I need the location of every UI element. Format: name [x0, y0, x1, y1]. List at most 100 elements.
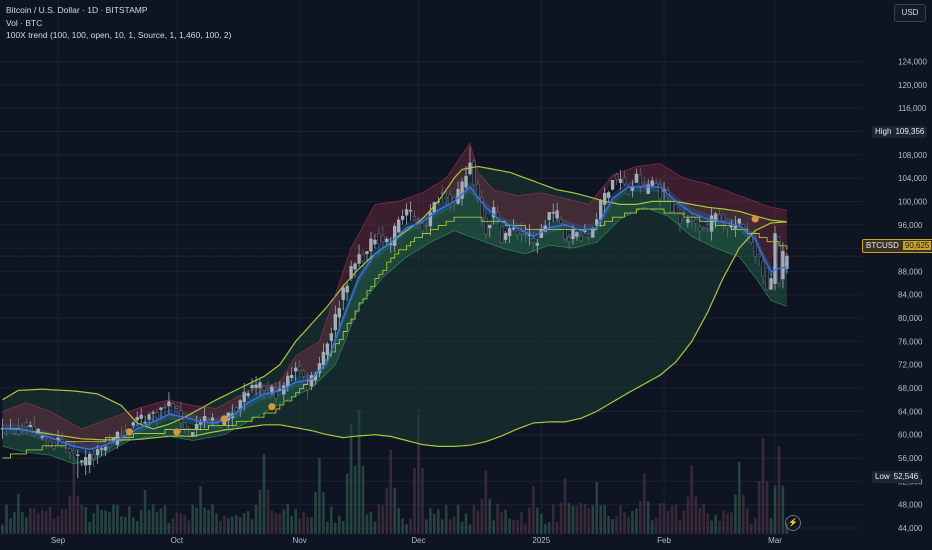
candle[interactable] [24, 418, 28, 434]
symbol-title[interactable]: Bitcoin / U.S. Dollar · 1D · BITSTAMP [6, 5, 148, 15]
candle[interactable] [602, 187, 607, 215]
candle[interactable] [369, 231, 373, 258]
candle[interactable] [559, 215, 563, 225]
candle[interactable] [28, 421, 32, 428]
candle[interactable] [250, 378, 254, 394]
signal-dot[interactable] [173, 428, 181, 436]
candle[interactable] [289, 367, 294, 381]
candle[interactable] [365, 251, 369, 262]
candle[interactable] [650, 176, 654, 188]
candle[interactable] [567, 232, 571, 250]
candle[interactable] [412, 210, 417, 221]
candle[interactable] [618, 169, 623, 190]
candle[interactable] [551, 203, 555, 223]
candle[interactable] [72, 441, 76, 463]
candle[interactable] [420, 221, 425, 234]
candle[interactable] [781, 242, 785, 289]
candle[interactable] [507, 226, 512, 244]
candle[interactable] [381, 226, 385, 248]
candle[interactable] [491, 200, 496, 225]
candle[interactable] [274, 381, 278, 406]
candle[interactable] [769, 272, 773, 291]
candle[interactable] [622, 170, 627, 186]
candle[interactable] [610, 180, 615, 191]
candle[interactable] [634, 168, 639, 183]
candle[interactable] [329, 327, 333, 349]
candle[interactable] [167, 392, 171, 415]
candle[interactable] [159, 406, 163, 420]
candle[interactable] [12, 432, 17, 435]
candle[interactable] [95, 444, 100, 464]
candle[interactable] [539, 223, 544, 239]
candle[interactable] [377, 226, 381, 255]
signal-dot[interactable] [751, 215, 759, 223]
candle[interactable] [214, 419, 219, 423]
candle[interactable] [103, 445, 108, 457]
candle[interactable] [499, 225, 504, 244]
candle[interactable] [143, 415, 147, 425]
candle[interactable] [733, 215, 738, 237]
signal-dot[interactable] [220, 415, 228, 423]
candle[interactable] [293, 362, 298, 381]
candle[interactable] [131, 421, 135, 429]
candle[interactable] [753, 229, 757, 264]
time-axis[interactable]: Sep Oct Nov Dec 2025 Feb Mar [51, 536, 782, 545]
candle[interactable] [246, 390, 250, 399]
candle[interactable] [206, 418, 211, 421]
candle[interactable] [76, 449, 80, 479]
candle[interactable] [705, 218, 710, 233]
candle[interactable] [697, 220, 702, 242]
candle[interactable] [135, 411, 139, 427]
candle[interactable] [555, 202, 559, 222]
candle[interactable] [373, 234, 377, 249]
candle[interactable] [709, 207, 714, 241]
candle[interactable] [535, 238, 540, 254]
lightning-icon[interactable]: ⚡ [785, 515, 801, 531]
candle[interactable] [357, 244, 361, 267]
candle[interactable] [606, 190, 611, 202]
candle[interactable] [563, 224, 567, 243]
candle[interactable] [484, 211, 488, 239]
candle[interactable] [678, 204, 682, 233]
candle[interactable] [44, 432, 48, 450]
candle[interactable] [341, 284, 345, 311]
candle[interactable] [333, 305, 337, 337]
candle[interactable] [408, 201, 413, 221]
candle[interactable] [254, 376, 258, 396]
candle[interactable] [163, 402, 167, 417]
candle[interactable] [701, 226, 706, 231]
candle[interactable] [488, 224, 492, 238]
candle[interactable] [198, 418, 203, 431]
candle[interactable] [404, 203, 409, 225]
candle[interactable] [460, 178, 464, 206]
candle[interactable] [155, 408, 159, 427]
candle[interactable] [503, 231, 508, 244]
candle[interactable] [270, 384, 274, 396]
candle[interactable] [785, 252, 789, 274]
candle[interactable] [464, 165, 468, 192]
candle[interactable] [444, 190, 448, 207]
candle[interactable] [773, 225, 777, 291]
candle[interactable] [32, 416, 36, 437]
candle[interactable] [171, 402, 175, 416]
candle[interactable] [737, 218, 742, 226]
candle[interactable] [175, 405, 179, 410]
candle[interactable] [151, 410, 155, 423]
candle[interactable] [396, 216, 401, 233]
candle[interactable] [16, 418, 21, 437]
candle[interactable] [353, 261, 357, 278]
candle[interactable] [297, 359, 302, 377]
currency-button[interactable]: USD [894, 4, 926, 22]
candle[interactable] [575, 231, 579, 241]
candle[interactable] [301, 369, 306, 379]
candle[interactable] [614, 172, 619, 185]
candle[interactable] [99, 445, 104, 457]
candle[interactable] [638, 167, 643, 194]
candle[interactable] [761, 257, 765, 285]
candle[interactable] [531, 232, 536, 252]
candle[interactable] [547, 212, 551, 230]
candle[interactable] [765, 267, 769, 292]
candle[interactable] [337, 300, 341, 327]
candle[interactable] [690, 214, 694, 229]
